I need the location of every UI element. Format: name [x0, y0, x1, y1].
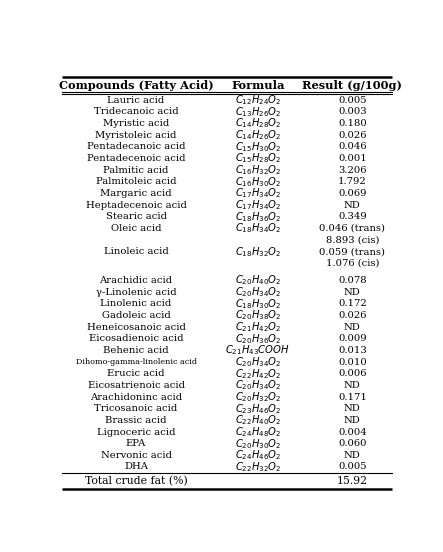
Text: Total crude fat (%): Total crude fat (%)	[85, 476, 187, 486]
Text: Eicosadienoic acid: Eicosadienoic acid	[89, 334, 183, 343]
Text: Linoleic acid: Linoleic acid	[104, 247, 168, 256]
Text: ND: ND	[344, 288, 361, 296]
Text: $C_{15}H_{28}O_2$: $C_{15}H_{28}O_2$	[235, 152, 281, 166]
Text: $C_{16}H_{30}O_2$: $C_{16}H_{30}O_2$	[235, 175, 281, 189]
Text: $C_{24}H_{46}O_2$: $C_{24}H_{46}O_2$	[235, 448, 281, 462]
Text: Pentadecenoic acid: Pentadecenoic acid	[87, 154, 185, 163]
Text: Result (g/100g): Result (g/100g)	[303, 80, 402, 91]
Text: Pentadecanoic acid: Pentadecanoic acid	[87, 142, 185, 151]
Text: 1.076 (cis): 1.076 (cis)	[326, 259, 379, 268]
Text: Gadoleic acid: Gadoleic acid	[102, 311, 171, 320]
Text: Linolenic acid: Linolenic acid	[101, 299, 172, 308]
Text: ND: ND	[344, 404, 361, 413]
Text: $C_{16}H_{32}O_2$: $C_{16}H_{32}O_2$	[235, 163, 281, 177]
Text: Heneicosanoic acid: Heneicosanoic acid	[87, 322, 186, 332]
Text: Lignoceric acid: Lignoceric acid	[97, 427, 175, 437]
Text: $C_{17}H_{34}O_2$: $C_{17}H_{34}O_2$	[235, 187, 281, 200]
Text: $C_{20}H_{34}O_2$: $C_{20}H_{34}O_2$	[235, 285, 281, 299]
Text: Arachidoninc acid: Arachidoninc acid	[90, 392, 182, 401]
Text: Tridecanoic acid: Tridecanoic acid	[94, 107, 179, 116]
Text: 0.046 (trans): 0.046 (trans)	[319, 224, 385, 233]
Text: ND: ND	[344, 451, 361, 460]
Text: Tricosanoic acid: Tricosanoic acid	[94, 404, 178, 413]
Text: $C_{22}H_{40}O_2$: $C_{22}H_{40}O_2$	[235, 413, 281, 427]
Text: Arachidic acid: Arachidic acid	[100, 276, 173, 285]
Text: $C_{18}H_{30}O_2$: $C_{18}H_{30}O_2$	[235, 297, 281, 311]
Text: 0.003: 0.003	[338, 107, 367, 116]
Text: $C_{18}H_{34}O_2$: $C_{18}H_{34}O_2$	[235, 221, 281, 235]
Text: $C_{20}H_{36}O_2$: $C_{20}H_{36}O_2$	[235, 332, 281, 346]
Text: γ-Linolenic acid: γ-Linolenic acid	[96, 288, 176, 296]
Text: Stearic acid: Stearic acid	[105, 213, 167, 221]
Text: EPA: EPA	[126, 439, 146, 448]
Text: 0.005: 0.005	[338, 463, 367, 471]
Text: $C_{23}H_{46}O_2$: $C_{23}H_{46}O_2$	[235, 402, 281, 416]
Text: Palmitic acid: Palmitic acid	[103, 166, 169, 174]
Text: 0.078: 0.078	[338, 276, 367, 285]
Text: 0.026: 0.026	[338, 311, 367, 320]
Text: $C_{18}H_{32}O_2$: $C_{18}H_{32}O_2$	[235, 245, 281, 259]
Text: 0.010: 0.010	[338, 358, 367, 367]
Text: 0.009: 0.009	[338, 334, 367, 343]
Text: Lauric acid: Lauric acid	[108, 95, 165, 105]
Text: 0.171: 0.171	[338, 392, 367, 401]
Text: $C_{14}H_{26}O_2$: $C_{14}H_{26}O_2$	[235, 128, 281, 142]
Text: $C_{20}H_{32}O_2$: $C_{20}H_{32}O_2$	[235, 390, 281, 404]
Text: DHA: DHA	[124, 463, 148, 471]
Text: 3.206: 3.206	[338, 166, 367, 174]
Text: $C_{22}H_{32}O_2$: $C_{22}H_{32}O_2$	[235, 460, 281, 474]
Text: Brassic acid: Brassic acid	[105, 416, 167, 425]
Text: ND: ND	[344, 322, 361, 332]
Text: 0.059 (trans): 0.059 (trans)	[319, 247, 385, 256]
Text: 0.013: 0.013	[338, 346, 367, 355]
Text: Heptadecenoic acid: Heptadecenoic acid	[85, 201, 187, 210]
Text: 0.172: 0.172	[338, 299, 367, 308]
Text: $C_{18}H_{36}O_2$: $C_{18}H_{36}O_2$	[235, 210, 281, 224]
Text: $C_{20}H_{30}O_2$: $C_{20}H_{30}O_2$	[235, 437, 281, 450]
Text: 0.349: 0.349	[338, 213, 367, 221]
Text: 0.005: 0.005	[338, 95, 367, 105]
Text: Myristoleic acid: Myristoleic acid	[95, 131, 177, 140]
Text: $C_{21}H_{42}O_2$: $C_{21}H_{42}O_2$	[235, 320, 281, 334]
Text: Dihomo-gamma-linolenic acid: Dihomo-gamma-linolenic acid	[76, 358, 197, 366]
Text: $C_{20}H_{34}O_2$: $C_{20}H_{34}O_2$	[235, 379, 281, 392]
Text: 15.92: 15.92	[337, 476, 368, 486]
Text: Compounds (Fatty Acid): Compounds (Fatty Acid)	[58, 80, 214, 91]
Text: 0.001: 0.001	[338, 154, 367, 163]
Text: ND: ND	[344, 381, 361, 390]
Text: $C_{17}H_{34}O_2$: $C_{17}H_{34}O_2$	[235, 198, 281, 212]
Text: $C_{12}H_{24}O_2$: $C_{12}H_{24}O_2$	[235, 93, 281, 107]
Text: Oleic acid: Oleic acid	[111, 224, 161, 233]
Text: Eicosatrienoic acid: Eicosatrienoic acid	[88, 381, 185, 390]
Text: $C_{20}H_{38}O_2$: $C_{20}H_{38}O_2$	[235, 309, 281, 322]
Text: 0.060: 0.060	[338, 439, 367, 448]
Text: Behenic acid: Behenic acid	[103, 346, 169, 355]
Text: 0.180: 0.180	[338, 119, 367, 128]
Text: $C_{14}H_{28}O_2$: $C_{14}H_{28}O_2$	[235, 116, 281, 130]
Text: 0.046: 0.046	[338, 142, 367, 151]
Text: ND: ND	[344, 201, 361, 210]
Text: $C_{20}H_{40}O_2$: $C_{20}H_{40}O_2$	[235, 273, 281, 287]
Text: 0.006: 0.006	[338, 369, 367, 378]
Text: $C_{24}H_{48}O_2$: $C_{24}H_{48}O_2$	[235, 425, 281, 439]
Text: Palmitoleic acid: Palmitoleic acid	[96, 177, 176, 187]
Text: $C_{13}H_{26}O_2$: $C_{13}H_{26}O_2$	[235, 105, 281, 119]
Text: Erucic acid: Erucic acid	[107, 369, 165, 378]
Text: 8.893 (cis): 8.893 (cis)	[326, 236, 379, 245]
Text: 0.026: 0.026	[338, 131, 367, 140]
Text: $C_{22}H_{42}O_2$: $C_{22}H_{42}O_2$	[235, 367, 281, 380]
Text: 0.069: 0.069	[338, 189, 367, 198]
Text: Formula: Formula	[231, 80, 285, 91]
Text: $C_{15}H_{30}O_2$: $C_{15}H_{30}O_2$	[235, 140, 281, 154]
Text: Myristic acid: Myristic acid	[103, 119, 169, 128]
Text: Margaric acid: Margaric acid	[100, 189, 172, 198]
Text: $C_{20}H_{34}O_2$: $C_{20}H_{34}O_2$	[235, 355, 281, 369]
Text: $C_{21}H_{43}COOH$: $C_{21}H_{43}COOH$	[225, 343, 290, 357]
Text: Nervonic acid: Nervonic acid	[101, 451, 171, 460]
Text: 1.792: 1.792	[338, 177, 367, 187]
Text: 0.004: 0.004	[338, 427, 367, 437]
Text: ND: ND	[344, 416, 361, 425]
